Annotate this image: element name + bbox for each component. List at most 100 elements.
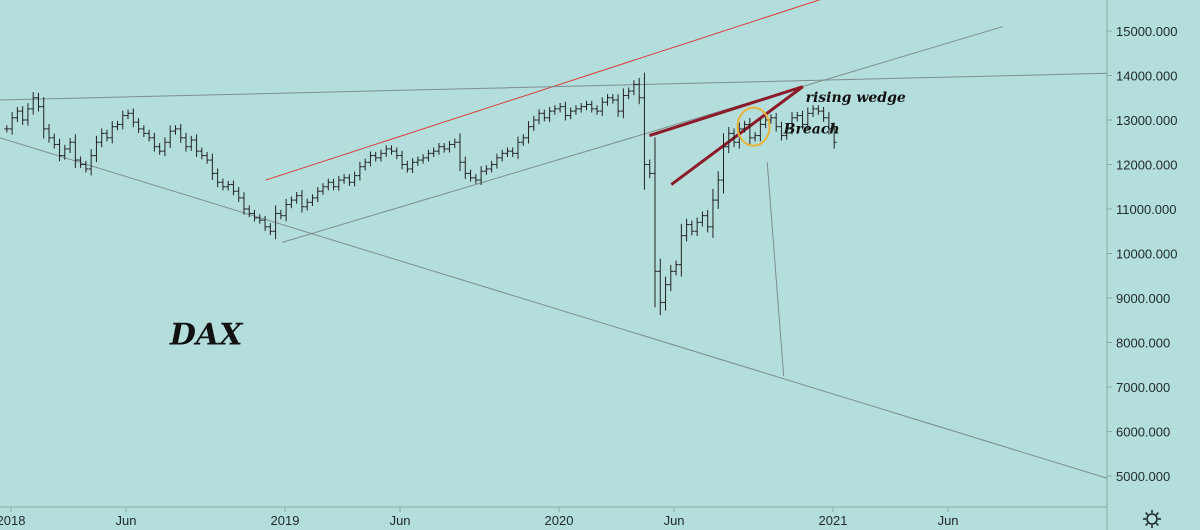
ohlc-bar xyxy=(483,165,489,175)
price-tick-label: 15000.000 xyxy=(1116,24,1177,39)
trendline-wedge-upper xyxy=(648,85,804,138)
ohlc-bar xyxy=(199,147,205,160)
time-tick-label: 2021 xyxy=(819,513,848,528)
ohlc-bar xyxy=(183,132,189,152)
ohlc-bar xyxy=(610,94,616,104)
ohlc-bar xyxy=(336,175,342,191)
ohlc-bar xyxy=(4,125,10,133)
price-axis[interactable]: 15000.000 14000.000 13000.000 12000.000 1100… xyxy=(1107,24,1177,484)
time-tick-label: Jun xyxy=(116,513,137,528)
ohlc-bar xyxy=(252,209,258,222)
ohlc-bar xyxy=(315,187,321,202)
ohlc-bar xyxy=(499,149,505,162)
ohlc-bar xyxy=(694,217,700,237)
ohlc-bar xyxy=(236,187,242,202)
ohlc-bar xyxy=(257,214,263,224)
ohlc-bar xyxy=(115,120,121,131)
ohlc-bar xyxy=(151,132,157,152)
ohlc-bar xyxy=(14,106,20,122)
ohlc-bar xyxy=(478,166,484,185)
annotation-rising-wedge: rising wedge xyxy=(806,90,906,106)
ohlc-bar xyxy=(583,100,589,111)
price-tick-label: 5000.000 xyxy=(1116,469,1170,484)
ohlc-bar xyxy=(510,147,516,158)
ohlc-bar xyxy=(51,133,57,149)
ohlc-bar xyxy=(83,160,89,173)
ohlc-bar xyxy=(504,147,510,158)
ohlc-bar xyxy=(541,109,547,122)
ohlc-bar xyxy=(304,198,310,211)
ohlc-bar xyxy=(742,120,748,133)
time-tick-label: 2019 xyxy=(271,513,300,528)
ohlc-bar xyxy=(757,118,763,142)
ohlc-bar xyxy=(789,112,795,135)
ohlc-bar xyxy=(146,129,152,142)
ohlc-bar xyxy=(267,223,273,235)
ohlc-bar xyxy=(320,183,326,195)
ohlc-bar xyxy=(815,105,821,115)
ohlc-bar xyxy=(283,198,289,222)
ohlc-bar xyxy=(452,138,458,149)
ohlc-bar xyxy=(678,223,684,277)
ohlc-bar xyxy=(531,115,537,131)
ohlc-bar xyxy=(526,121,532,144)
ohlc-bar xyxy=(436,143,442,155)
ohlc-bar xyxy=(536,109,542,125)
ohlc-bar xyxy=(626,87,632,100)
ohlc-bar xyxy=(615,94,621,117)
ohlc-bar xyxy=(294,192,300,204)
ohlc-bar xyxy=(299,189,305,213)
ohlc-bar xyxy=(641,72,647,190)
chart-title: DAX xyxy=(169,318,244,353)
time-tick-label: Jun xyxy=(390,513,411,528)
ohlc-bar xyxy=(420,154,426,164)
ohlc-bar xyxy=(325,178,331,191)
ohlc-bar xyxy=(346,174,352,186)
ohlc-bar xyxy=(278,209,284,220)
ohlc-bar xyxy=(425,149,431,162)
ohlc-bar xyxy=(657,258,663,316)
ohlc-bar xyxy=(57,138,63,162)
ohlc-bar xyxy=(246,205,252,218)
ohlc-bar xyxy=(120,110,126,130)
ohlc-bar xyxy=(684,218,690,242)
ohlc-bar xyxy=(104,129,110,142)
ohlc-bar xyxy=(136,118,142,134)
ohlc-bar xyxy=(209,153,215,180)
ohlc-bar xyxy=(331,178,337,191)
ohlc-bar xyxy=(362,158,368,171)
ohlc-bar xyxy=(831,122,837,149)
ohlc-bar xyxy=(747,117,753,145)
ohlc-bar xyxy=(631,80,637,96)
ohlc-bar xyxy=(652,137,658,308)
annotations: DAX rising wedge Breach xyxy=(169,90,906,353)
ohlc-bar xyxy=(415,156,421,166)
ohlc-bar xyxy=(441,143,447,153)
gear-icon[interactable] xyxy=(1143,510,1161,528)
ohlc-bar xyxy=(710,188,716,238)
time-axis[interactable]: 2018 Jun 2019 Jun 2020 Jun 2021 Jun xyxy=(0,507,959,528)
price-tick-label: 7000.000 xyxy=(1116,380,1170,395)
ohlc-bar xyxy=(288,196,294,209)
ohlc-bar xyxy=(594,105,600,115)
ohlc-bar xyxy=(352,171,358,187)
ohlc-bar xyxy=(515,136,521,160)
ohlc-bar xyxy=(204,151,210,164)
ohlc-bar xyxy=(30,92,36,115)
price-tick-label: 6000.000 xyxy=(1116,425,1170,440)
ohlc-bar xyxy=(794,111,800,122)
trendline-projection xyxy=(766,162,785,376)
ohlc-bar xyxy=(720,133,726,194)
ohlc-bar xyxy=(62,144,68,160)
ohlc-bar xyxy=(636,77,642,105)
ohlc-bar xyxy=(241,192,247,215)
ohlc-bar xyxy=(357,161,363,181)
trendlines xyxy=(0,0,1108,479)
ohlc-bar xyxy=(552,105,558,115)
ohlc-bar xyxy=(821,106,827,122)
ohlc-bar xyxy=(599,97,605,116)
ohlc-bar xyxy=(568,107,574,120)
ohlc-bar xyxy=(705,210,711,233)
ohlc-bar xyxy=(99,128,105,148)
time-tick-label: Jun xyxy=(938,513,959,528)
